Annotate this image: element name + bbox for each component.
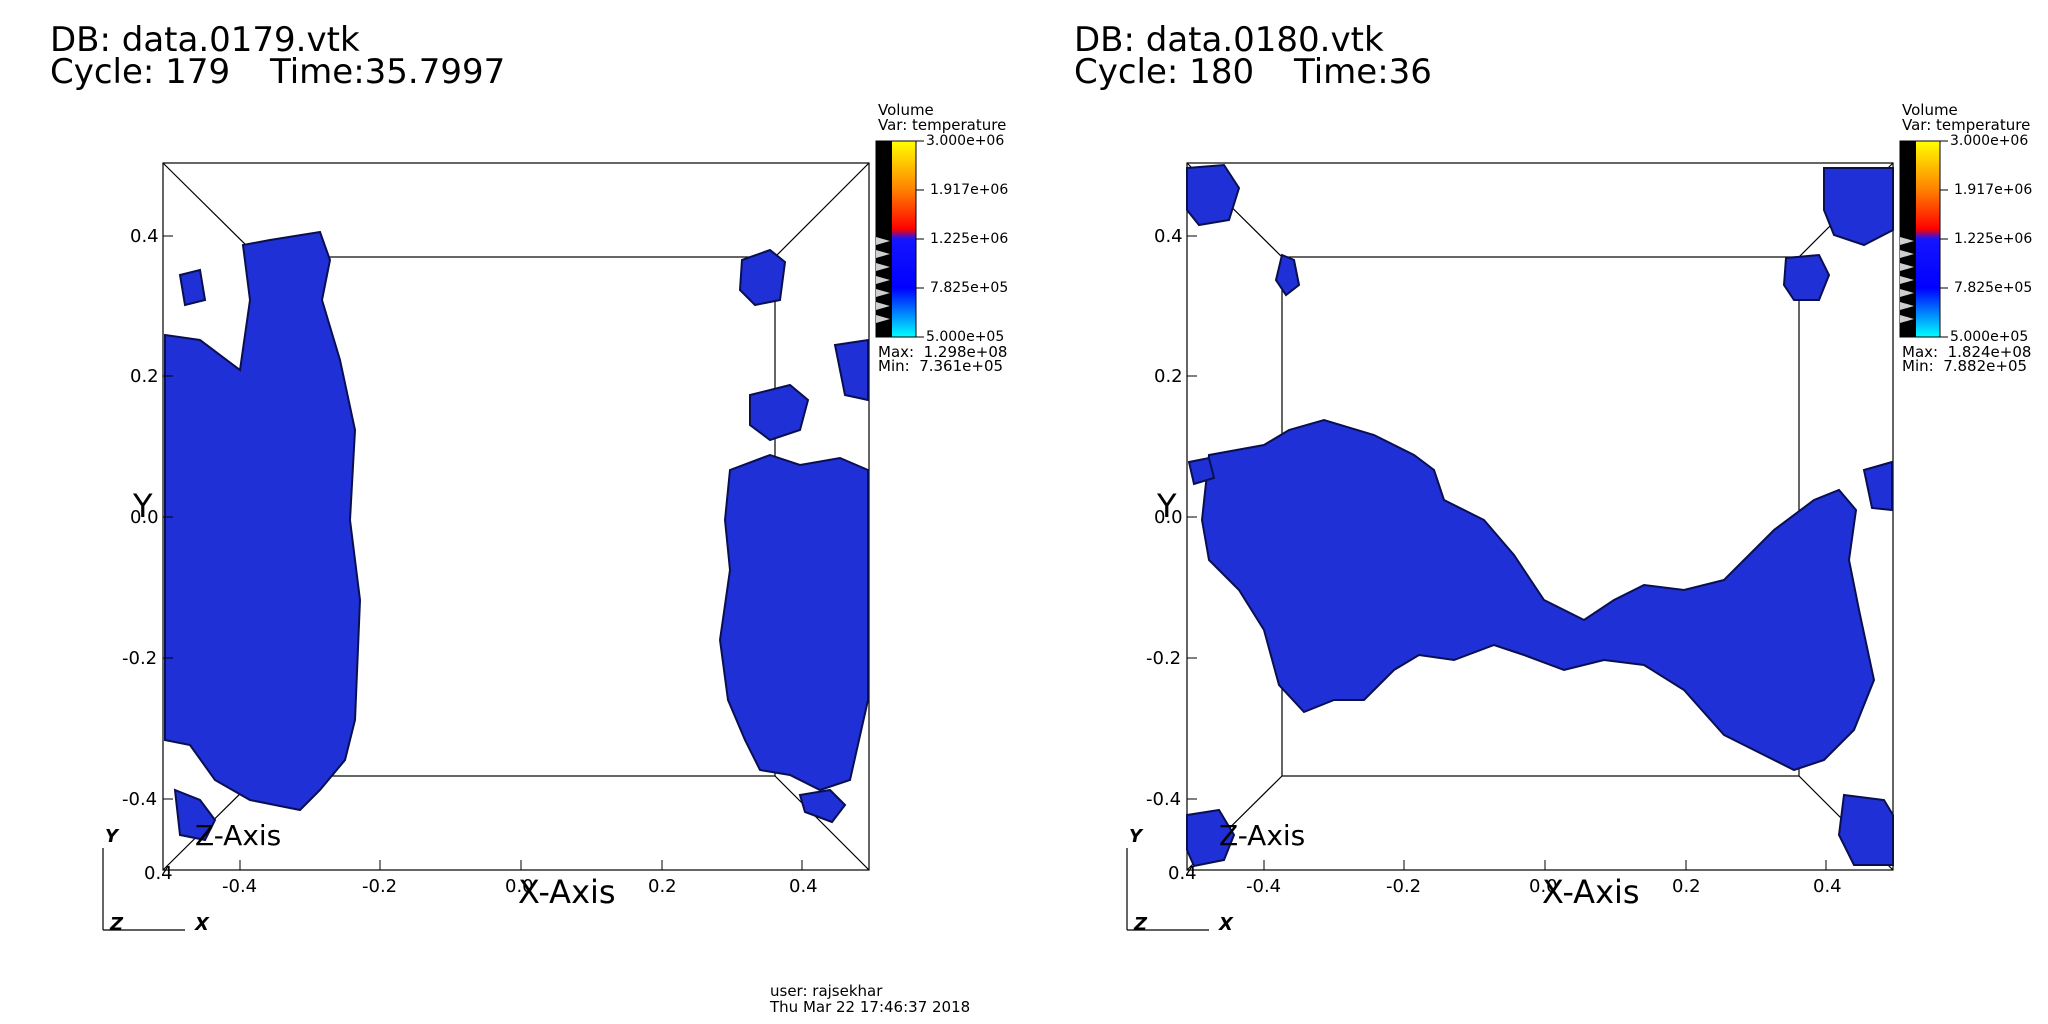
legend-plot-type: Volume (1902, 101, 1958, 119)
legend-tick-label: 7.825e+05 (930, 280, 1009, 296)
volume-rendering (1186, 163, 1894, 868)
x-tick-label: 0.0 (505, 876, 534, 897)
triad-x-label: X (1219, 914, 1233, 935)
legend-tick-label: 5.000e+05 (926, 329, 1005, 345)
x-tick-label: -0.2 (362, 876, 398, 897)
triad-z-label: Z (1134, 914, 1148, 935)
cycle-label: Cycle: 180 (1074, 52, 1255, 92)
legend-tick-label: 1.225e+06 (930, 231, 1009, 247)
legend-variable: Var: temperature (1902, 116, 2031, 134)
y-tick-label: 0.4 (130, 226, 159, 247)
cycle-label: Cycle: 179 (50, 52, 231, 92)
time-label: Time:36 (1294, 52, 1432, 92)
render-window-2: DB: data.0180.vtk Cycle: 180 Time:36 (1024, 0, 2048, 1024)
database-label: DB: data.0180.vtk (1074, 20, 1384, 60)
axis-triad (1126, 848, 1209, 931)
y-axis-title: Y (1157, 487, 1177, 525)
color-legend (1899, 140, 1948, 338)
x-tick-label: -0.2 (1386, 876, 1422, 897)
y-axis-title: Y (133, 487, 153, 525)
z-tick-label: 0.4 (1168, 863, 1197, 884)
legend-tick-label: 1.917e+06 (930, 182, 1009, 198)
x-tick-label: 0.2 (648, 876, 677, 897)
render-window-1: DB: data.0179.vtk Cycle: 179 Time:35.799… (50, 20, 1009, 935)
legend-variable: Var: temperature (878, 116, 1007, 134)
axis-ticks (162, 235, 803, 870)
legend-tick-label: 1.225e+06 (1954, 231, 2033, 247)
color-legend (875, 140, 924, 338)
z-axis-title: Z-Axis (1219, 819, 1306, 852)
axis-ticks (1186, 235, 1827, 870)
x-axis-title: X-Axis (518, 873, 616, 911)
legend-max: Max: 1.298e+08 (878, 343, 1008, 361)
volume-rendering (164, 230, 869, 842)
time-label: Time:35.7997 (270, 52, 506, 92)
legend-min: Min: 7.361e+05 (878, 357, 1004, 375)
axis-triad (102, 848, 185, 931)
legend-min: Min: 7.882e+05 (1902, 357, 2028, 375)
triad-y-label: Y (1129, 826, 1143, 847)
y-tick-label: 0.2 (130, 366, 159, 387)
y-tick-label: -0.2 (122, 648, 158, 669)
legend-max: Max: 1.824e+08 (1902, 343, 2032, 361)
render-date: Thu Mar 22 17:46:37 2018 (770, 998, 971, 1016)
triad-x-label: X (195, 914, 209, 935)
x-tick-label: 0.0 (1529, 876, 1558, 897)
x-axis-title: X-Axis (1542, 873, 1640, 911)
x-tick-label: 0.4 (789, 876, 818, 897)
y-tick-label: -0.4 (122, 789, 158, 810)
z-axis-title: Z-Axis (195, 819, 282, 852)
x-tick-label: 0.4 (1813, 876, 1842, 897)
x-tick-label: -0.4 (1246, 876, 1282, 897)
y-tick-label: 0.0 (130, 507, 159, 528)
y-tick-label: 0.0 (1154, 507, 1183, 528)
user-info: user: rajsekhar (770, 982, 883, 1000)
plot-canvas (1126, 140, 1948, 931)
legend-plot-type: Volume (878, 101, 934, 119)
y-tick-label: 0.4 (1154, 226, 1183, 247)
triad-z-label: Z (110, 914, 124, 935)
legend-tick-label: 1.917e+06 (1954, 182, 2033, 198)
legend-tick-label: 3.000e+06 (926, 133, 1005, 149)
legend-tick-label: 7.825e+05 (1954, 280, 2033, 296)
z-tick-label: 0.4 (144, 863, 173, 884)
x-tick-label: -0.4 (222, 876, 258, 897)
triad-y-label: Y (105, 826, 119, 847)
database-label: DB: data.0179.vtk (50, 20, 360, 60)
x-tick-label: 0.2 (1672, 876, 1701, 897)
plot-canvas (102, 140, 924, 931)
legend-tick-label: 5.000e+05 (1950, 329, 2029, 345)
y-tick-label: 0.2 (1154, 366, 1183, 387)
y-tick-label: -0.2 (1146, 648, 1182, 669)
y-tick-label: -0.4 (1146, 789, 1182, 810)
legend-tick-label: 3.000e+06 (1950, 133, 2029, 149)
